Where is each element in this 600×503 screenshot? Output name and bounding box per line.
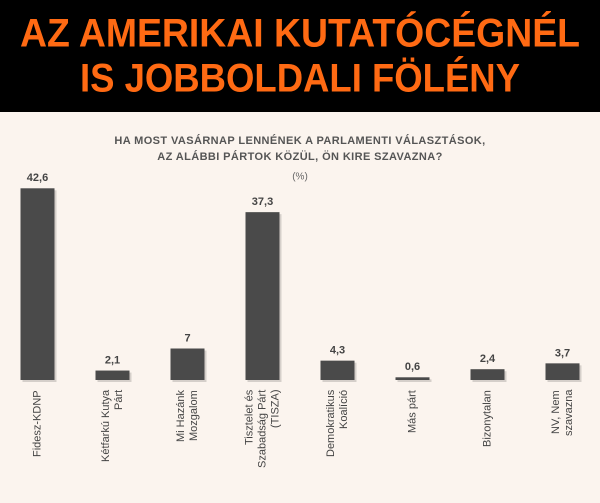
bar	[395, 377, 430, 380]
x-tick-label: NV, Nem szavazna	[549, 390, 575, 437]
bar	[320, 360, 355, 380]
bar	[170, 348, 205, 380]
x-tick-label: Demokratikus Koalíció	[324, 390, 350, 458]
header-title: AZ AMERIKAI KUTATÓCÉGNÉL	[20, 10, 580, 56]
bar-shadow	[397, 379, 432, 382]
header-title: IS JOBBOLDALI FÖLÉNY	[80, 56, 520, 101]
value-label: 0,6	[405, 361, 420, 373]
bar	[545, 363, 580, 380]
chart-subtitle: (%)	[292, 172, 308, 183]
value-label: 2,4	[480, 353, 496, 365]
x-tick-label: Kétfarkú Kutya Párt	[99, 390, 125, 463]
bar	[95, 370, 130, 380]
bar	[470, 369, 505, 380]
value-label: 7	[184, 332, 190, 344]
x-tick-label: Tisztelet és Szabadság Párt (TISZA)	[243, 390, 281, 469]
bar	[245, 212, 280, 380]
value-label: 4,3	[330, 345, 345, 357]
x-tick-label: Mi Hazánk Mozgalom	[174, 390, 200, 442]
x-tick-label: Fidesz-KDNP	[31, 390, 43, 457]
value-label: 2,1	[105, 354, 120, 366]
value-label: 42,6	[27, 172, 48, 184]
header-band	[0, 0, 600, 112]
value-label: 3,7	[555, 347, 570, 359]
x-tick-label: Más párt	[406, 390, 418, 433]
bar	[20, 188, 55, 380]
x-tick-label: Bizonytalan	[481, 390, 493, 447]
chart-title: HA MOST VASÁRNAP LENNÉNEK A PARLAMENTI V…	[114, 134, 485, 147]
value-label: 37,3	[252, 196, 273, 208]
chart-title: AZ ALÁBBI PÁRTOK KÖZÜL, ÖN KIRE SZAVAZNA…	[157, 150, 442, 163]
